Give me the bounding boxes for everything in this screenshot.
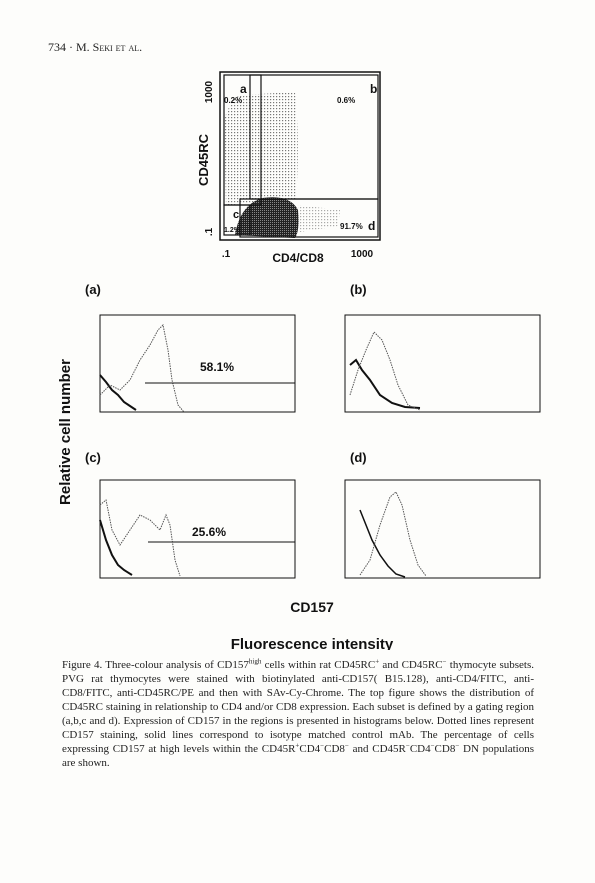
- region-percent: 1.2%: [224, 227, 241, 234]
- caption-sup: −: [344, 741, 349, 750]
- caption-sup: −: [442, 657, 447, 666]
- caption-sup: +: [375, 657, 380, 666]
- panel-label: (b): [350, 282, 367, 297]
- caption-sup: high: [248, 657, 262, 666]
- region-percent: 0.6%: [337, 96, 355, 105]
- histogram-a: (a) 58.1%: [85, 282, 296, 413]
- x-tick-label: .1: [222, 249, 231, 260]
- region-label: c: [233, 209, 239, 221]
- caption-text: thymocyte subsets. PVG rat thymocytes we…: [62, 659, 534, 755]
- percent-label: 25.6%: [192, 525, 226, 539]
- y-tick-label: .1: [204, 227, 215, 236]
- caption-sup: −: [455, 741, 460, 750]
- caption-text: and CD45RC: [379, 659, 443, 671]
- caption-text: Figure 4.: [62, 659, 103, 671]
- dot-plot: a 0.2% b 0.6% c 1.2% 91.7% d 1000 CD45RC…: [196, 71, 381, 265]
- author: M. Seki et al.: [76, 40, 143, 54]
- caption-text: DN populations are shown.: [62, 743, 535, 769]
- y-axis-title: Relative cell number: [57, 359, 74, 505]
- x-axis-marker: CD157: [290, 599, 334, 615]
- histogram-c: (c) 25.6%: [85, 450, 296, 579]
- region-percent: 91.7%: [340, 222, 363, 231]
- region-label: a: [240, 82, 247, 96]
- panel-label: (d): [350, 450, 367, 465]
- percent-label: 58.1%: [200, 360, 234, 374]
- histogram-d: (d): [344, 450, 541, 579]
- caption-text: and CD45R: [348, 743, 406, 755]
- region-label: d: [368, 219, 375, 233]
- region-percent: 0.2%: [224, 96, 242, 105]
- caption: Figure 4. Three-colour analysis of CD157…: [62, 658, 534, 770]
- panel-label: (c): [85, 450, 101, 465]
- x-axis-label: CD4/CD8: [272, 251, 324, 265]
- region-label: b: [370, 82, 377, 96]
- figure: a 0.2% b 0.6% c 1.2% 91.7% d 1000 CD45RC…: [57, 71, 541, 650]
- caption-sup: −: [320, 741, 325, 750]
- caption-text: CD4: [409, 743, 431, 755]
- x-tick-label: 1000: [351, 249, 374, 260]
- caption-sup: −: [430, 741, 435, 750]
- panel-label: (a): [85, 282, 101, 297]
- histogram-b: (b): [344, 282, 541, 413]
- x-axis-title: Fluorescence intensity: [231, 636, 394, 650]
- caption-text: CD8: [324, 743, 345, 755]
- caption-text: CD8: [434, 743, 456, 755]
- caption-text: cells within rat CD45RC: [261, 659, 376, 671]
- running-header: 734 · M. Seki et al.: [48, 40, 143, 54]
- caption-sup: +: [295, 741, 300, 750]
- page-number: 734: [48, 40, 66, 54]
- caption-text: CD4: [299, 743, 321, 755]
- y-tick-label: 1000: [204, 80, 215, 103]
- y-axis-label: CD45RC: [196, 133, 211, 186]
- caption-text: Three-colour analysis of CD157: [102, 659, 249, 671]
- caption-sup: −: [405, 741, 410, 750]
